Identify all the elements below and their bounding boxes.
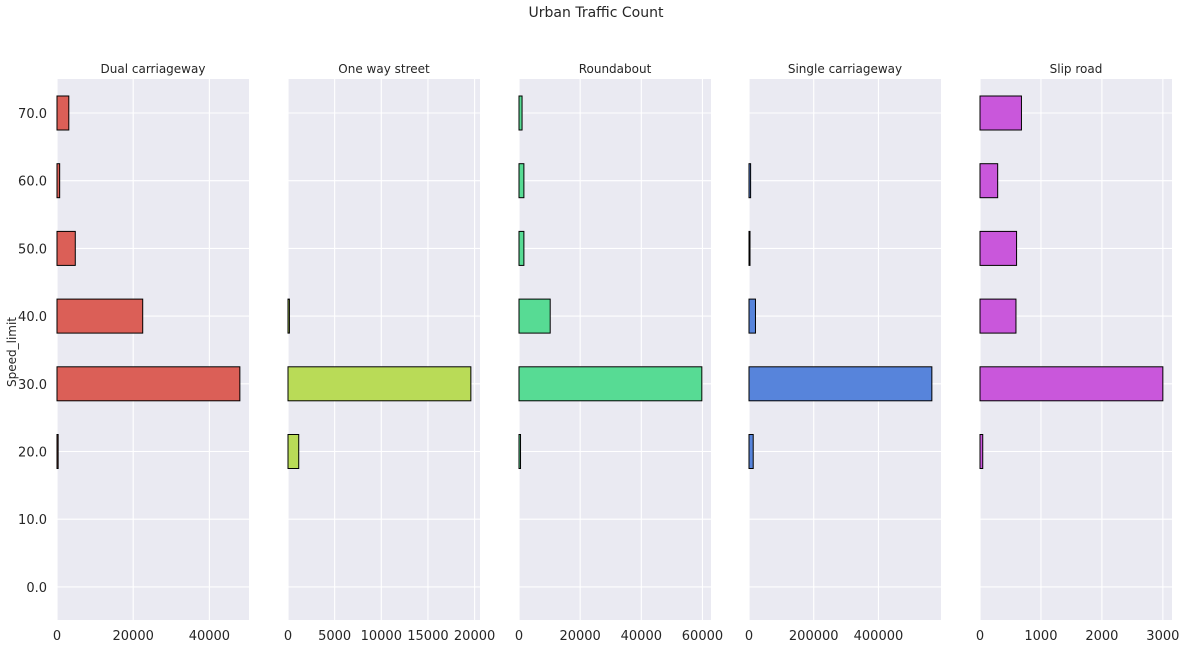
y-tick-label: 70.0: [18, 107, 47, 122]
x-tick-label: 0: [284, 629, 292, 644]
bar: [287, 366, 472, 402]
bar: [979, 298, 1017, 334]
x-tick-label: 5000: [318, 629, 351, 644]
panel-title: One way street: [338, 62, 430, 76]
bar: [979, 434, 984, 469]
panel-title: Dual carriageway: [101, 62, 206, 76]
bar: [979, 366, 1164, 402]
bar: [56, 298, 144, 334]
panel-background: [519, 79, 711, 620]
bar: [518, 163, 525, 199]
y-axis-label: Speed_limit: [5, 317, 19, 387]
bar: [518, 230, 525, 266]
x-tick-label: 40000: [621, 629, 662, 644]
panel-background: [980, 79, 1172, 620]
x-tick-label: 20000: [113, 629, 154, 644]
panel-background: [749, 79, 941, 620]
x-tick-label: 0: [976, 629, 984, 644]
bar: [748, 230, 751, 266]
x-tick-label: 40000: [189, 629, 230, 644]
bar: [748, 434, 754, 469]
bar: [518, 95, 523, 131]
bar: [979, 95, 1022, 131]
bar: [518, 434, 522, 469]
bar: [518, 366, 703, 402]
panel-title: Roundabout: [579, 62, 652, 76]
bar: [979, 163, 999, 199]
x-tick-label: 0: [745, 629, 753, 644]
bar: [56, 95, 70, 131]
bar: [518, 298, 551, 334]
panel-title: Single carriageway: [788, 62, 902, 76]
x-tick-label: 2000: [1085, 629, 1118, 644]
y-tick-label: 40.0: [18, 310, 47, 325]
bar: [287, 434, 300, 469]
y-tick-label: 0.0: [26, 581, 47, 596]
panel-background: [288, 79, 480, 620]
x-tick-label: 20000: [454, 629, 495, 644]
bar: [979, 230, 1018, 266]
figure-title: Urban Traffic Count: [528, 5, 664, 21]
y-tick-label: 60.0: [18, 175, 47, 190]
x-tick-label: 60000: [682, 629, 723, 644]
bar: [56, 230, 76, 266]
bar: [287, 298, 290, 334]
y-tick-label: 10.0: [18, 513, 47, 528]
y-tick-label: 30.0: [18, 378, 47, 393]
x-tick-label: 200000: [789, 629, 839, 644]
panel-title: Slip road: [1050, 62, 1103, 76]
bar: [748, 298, 756, 334]
x-tick-label: 1000: [1024, 629, 1057, 644]
x-tick-label: 15000: [407, 629, 448, 644]
bar: [56, 163, 61, 199]
x-tick-label: 20000: [559, 629, 600, 644]
panel-background: [57, 79, 249, 620]
bar: [748, 366, 933, 402]
y-tick-label: 20.0: [18, 446, 47, 461]
x-tick-label: 10000: [361, 629, 402, 644]
y-tick-label: 50.0: [18, 242, 47, 257]
bar: [748, 163, 752, 199]
x-tick-label: 400000: [854, 629, 904, 644]
x-tick-label: 0: [53, 629, 61, 644]
bar: [56, 366, 241, 402]
x-tick-label: 3000: [1146, 629, 1179, 644]
bar: [56, 434, 59, 469]
x-tick-label: 0: [515, 629, 523, 644]
